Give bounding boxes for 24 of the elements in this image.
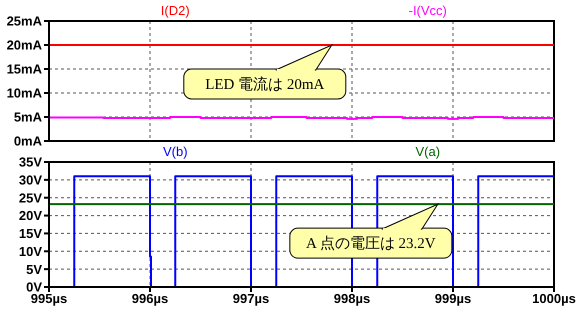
- y-tick-label: 20V: [18, 208, 42, 224]
- y-tick-label: 15V: [18, 226, 42, 242]
- y-tick-label: 10mA: [6, 86, 43, 101]
- y-tick-label: 5mA: [14, 110, 43, 125]
- x-tick-label: 999µs: [434, 291, 472, 306]
- y-tick-label: 25mA: [6, 14, 43, 29]
- y-tick-label: 15mA: [6, 62, 43, 77]
- y-tick-label: 0mA: [14, 134, 43, 149]
- y-tick-label: 25V: [18, 190, 42, 206]
- y-tick-label: 5V: [26, 262, 42, 277]
- y-tick-label: 35V: [18, 154, 42, 170]
- y-tick-label: 20mA: [6, 38, 43, 53]
- x-tick-label: 997µs: [232, 291, 270, 306]
- text: V(a): [415, 144, 440, 159]
- y-tick-label: 30V: [18, 172, 42, 188]
- x-tick-label: 998µs: [334, 291, 370, 306]
- x-tick-label: 1000µs: [532, 291, 576, 306]
- annotation: LED 電流は 20mA: [205, 76, 325, 93]
- text: I(D2): [160, 3, 190, 18]
- series-label: V(b): [162, 144, 188, 159]
- y-tick-label: 10V: [18, 244, 42, 259]
- annotation: A 点の電圧は 23.2V: [306, 235, 436, 252]
- x-tick-label: 996µs: [132, 291, 168, 306]
- text: -I(Vcc): [408, 3, 447, 18]
